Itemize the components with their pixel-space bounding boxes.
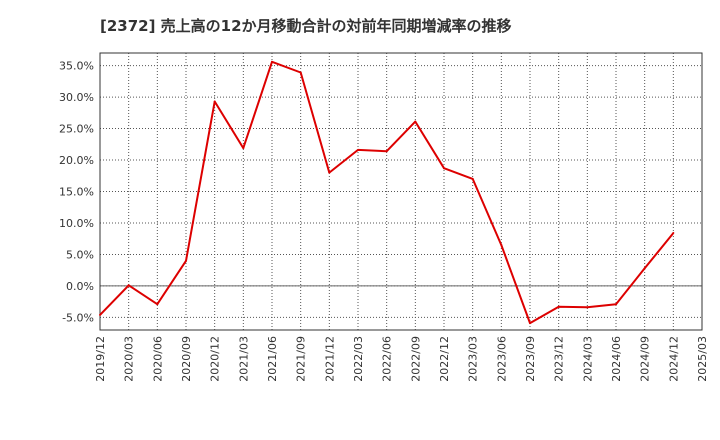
y-tick-label: 30.0% xyxy=(59,91,94,104)
data-point xyxy=(557,305,560,308)
data-point xyxy=(643,267,646,270)
y-tick-label: -5.0% xyxy=(62,311,94,324)
y-tick-label: 20.0% xyxy=(59,154,94,167)
grid-lines xyxy=(99,53,703,330)
data-point xyxy=(156,303,159,306)
y-tick-label: 35.0% xyxy=(59,60,94,73)
x-tick-label: 2024/03 xyxy=(581,336,594,382)
plot-border xyxy=(99,52,703,331)
data-point xyxy=(242,147,245,150)
y-tick-labels: -5.0% 0.0% 5.0% 10.0% 15.0% 20.0% 25.0% 30.0% 35… xyxy=(59,60,94,325)
data-point xyxy=(357,148,359,151)
x-tick-label: 2020/03 xyxy=(123,336,136,382)
y-tick-label: 5.0% xyxy=(66,248,94,261)
x-tick-label: 2023/09 xyxy=(524,336,537,382)
x-tick-label: 2025/03 xyxy=(696,336,709,382)
x-tick-label: 2022/06 xyxy=(381,336,394,382)
x-tick-label: 2024/12 xyxy=(667,336,680,382)
x-tick-labels: 2019/12 2020/03 2020/06 2020/09 2020/12 2021/… xyxy=(94,336,709,382)
data-point xyxy=(213,100,216,103)
x-tick-label: 2021/12 xyxy=(323,336,336,382)
y-tick-label: 15.0% xyxy=(59,186,94,199)
data-point xyxy=(500,244,503,247)
data-point xyxy=(271,60,273,63)
data-point xyxy=(443,167,445,170)
data-point xyxy=(99,313,101,316)
x-tick-label: 2020/12 xyxy=(209,336,222,382)
x-tick-label: 2021/03 xyxy=(237,336,250,382)
x-tick-label: 2020/06 xyxy=(151,336,164,382)
series-layer xyxy=(99,60,675,325)
x-tick-label: 2024/09 xyxy=(639,336,652,382)
y-tick-label: 10.0% xyxy=(59,217,94,230)
x-tick-label: 2021/06 xyxy=(266,336,279,382)
data-point xyxy=(615,303,617,306)
axes xyxy=(99,52,703,331)
y-tick-label: 0.0% xyxy=(66,280,94,293)
x-tick-label: 2020/09 xyxy=(180,336,193,382)
data-point xyxy=(529,322,531,325)
data-point xyxy=(586,306,589,309)
x-tick-label: 2023/06 xyxy=(495,336,508,382)
data-point xyxy=(328,171,331,174)
chart-title: [2372] 売上高の12か月移動合計の対前年同期増減率の推移 xyxy=(100,17,512,35)
y-tick-label: 25.0% xyxy=(59,123,94,136)
x-tick-label: 2021/09 xyxy=(295,336,308,382)
data-point xyxy=(185,259,187,262)
x-tick-label: 2023/12 xyxy=(553,336,566,382)
data-point xyxy=(471,177,474,180)
x-tick-label: 2023/03 xyxy=(467,336,480,382)
x-tick-label: 2019/12 xyxy=(94,336,107,382)
data-point xyxy=(414,120,417,123)
x-tick-label: 2022/12 xyxy=(438,336,451,382)
data-point xyxy=(299,71,302,74)
data-point xyxy=(385,150,388,153)
x-tick-label: 2022/09 xyxy=(409,336,422,382)
data-point xyxy=(672,232,675,235)
data-point xyxy=(127,284,130,287)
x-tick-label: 2022/03 xyxy=(352,336,365,382)
x-tick-label: 2024/06 xyxy=(610,336,623,382)
